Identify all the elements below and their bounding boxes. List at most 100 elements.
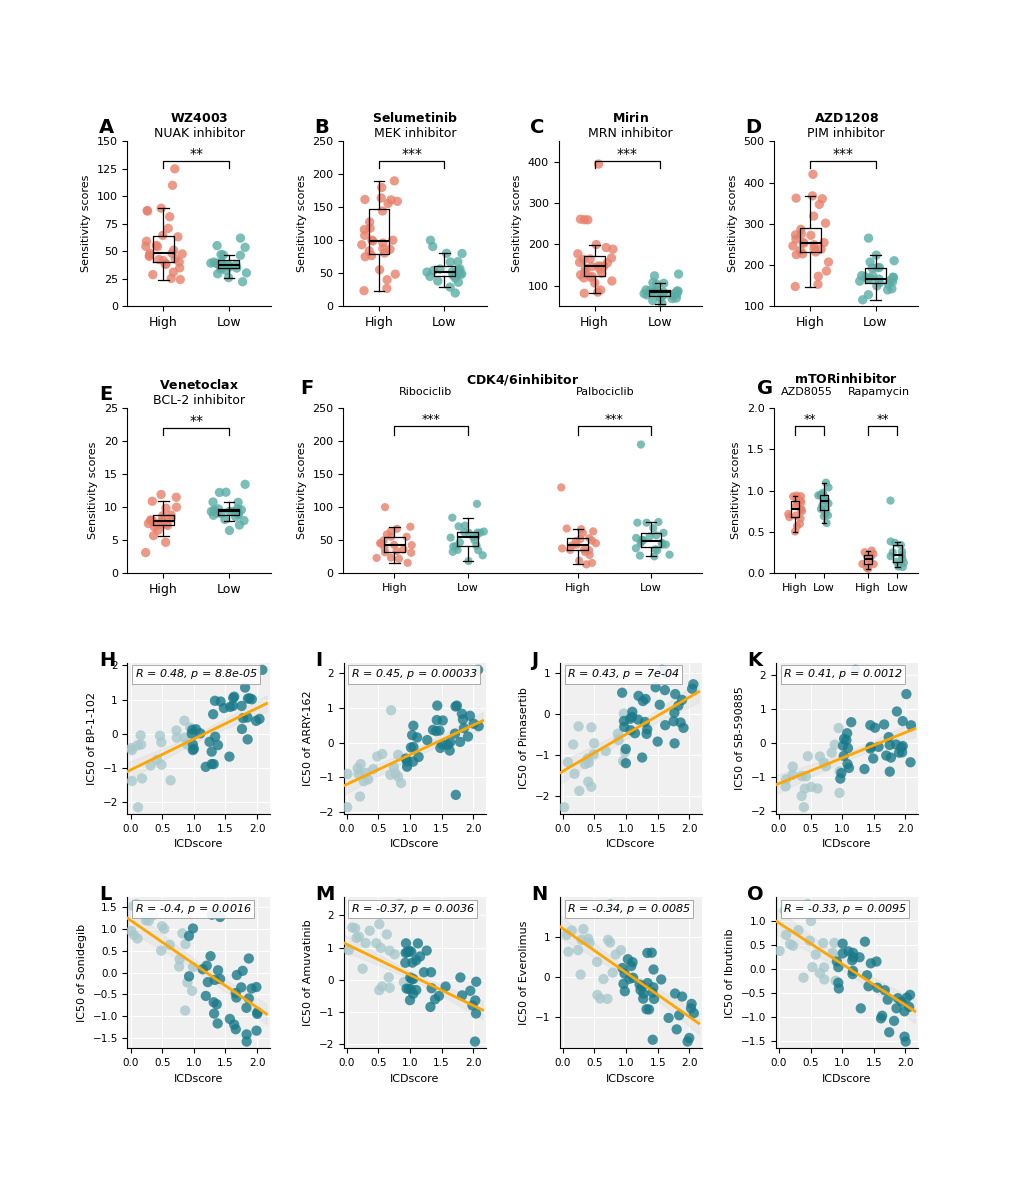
Point [216, 699, 232, 717]
Point [888, 552, 904, 571]
Point [615, 704, 632, 723]
Point [620, 949, 636, 968]
Text: E: E [99, 385, 112, 404]
Point [582, 267, 598, 286]
Point [646, 283, 662, 302]
Point [892, 536, 908, 555]
Point [205, 993, 221, 1012]
Point [817, 757, 834, 776]
Point [404, 726, 420, 744]
Point [664, 712, 681, 730]
Point [152, 515, 168, 534]
Point [202, 947, 218, 966]
Point [641, 282, 657, 300]
Point [401, 517, 418, 536]
Point [585, 744, 601, 763]
Point [396, 953, 413, 972]
Point [236, 238, 253, 257]
Text: I: I [315, 651, 322, 670]
Point [374, 744, 390, 763]
Point [663, 289, 680, 307]
Point [787, 230, 803, 249]
Point [469, 495, 485, 514]
Point [893, 992, 909, 1011]
Point [577, 755, 593, 774]
Y-axis label: IC50 of ARRY-162: IC50 of ARRY-162 [303, 690, 313, 787]
Point [405, 753, 421, 772]
Point [198, 757, 214, 776]
Text: $R$ = 0.45, $p$ = 0.00033: $R$ = 0.45, $p$ = 0.00033 [351, 668, 477, 682]
Point [380, 194, 396, 213]
Point [805, 236, 821, 254]
Point [859, 270, 875, 289]
X-axis label: ICDscore: ICDscore [605, 840, 655, 849]
Text: Palbociclib: Palbociclib [576, 386, 634, 397]
Point [238, 1032, 255, 1051]
Point [591, 990, 607, 1008]
Point [647, 677, 663, 696]
Point [788, 487, 804, 505]
Point [403, 942, 419, 961]
Point [658, 664, 675, 683]
Point [163, 509, 179, 528]
Point [644, 1031, 660, 1050]
Point [144, 492, 160, 511]
Point [447, 786, 464, 805]
Point [405, 985, 421, 1004]
Point [839, 723, 855, 742]
Point [777, 926, 794, 945]
Point [226, 687, 243, 706]
Point [351, 927, 367, 946]
Point [386, 945, 403, 964]
X-axis label: ICDscore: ICDscore [821, 840, 871, 849]
Point [171, 949, 187, 968]
Point [441, 733, 458, 752]
Point [811, 964, 827, 982]
Point [809, 267, 825, 286]
Point [835, 747, 851, 766]
Point [209, 264, 225, 283]
Point [811, 747, 827, 766]
Point [630, 687, 646, 706]
Point [575, 920, 591, 939]
Point [408, 980, 424, 999]
Point [451, 968, 468, 987]
Point [579, 211, 595, 230]
Point [889, 988, 905, 1007]
Point [140, 201, 156, 220]
Text: ***: *** [832, 147, 853, 161]
Point [636, 713, 652, 732]
Point [153, 941, 169, 960]
Point [674, 987, 690, 1006]
Point [790, 921, 806, 940]
Point [675, 719, 691, 737]
Point [150, 521, 166, 540]
Text: O: O [747, 885, 763, 905]
Point [472, 523, 488, 542]
Point [418, 941, 434, 960]
Point [829, 958, 846, 977]
Point [793, 767, 809, 786]
Point [372, 939, 388, 958]
Point [856, 932, 872, 951]
Text: $R$ = 0.43, $p$ = 7e-04: $R$ = 0.43, $p$ = 7e-04 [567, 668, 679, 682]
Point [782, 934, 798, 953]
Point [446, 724, 463, 743]
Point [796, 779, 812, 798]
Point [158, 515, 174, 534]
Point [847, 661, 863, 680]
Point [881, 491, 898, 510]
Point [844, 961, 860, 980]
Point [469, 523, 485, 542]
Point [844, 944, 860, 962]
Point [129, 736, 146, 755]
Point [235, 511, 252, 530]
Point [808, 779, 824, 798]
Point [377, 543, 393, 562]
Point [638, 724, 654, 743]
Point [784, 237, 800, 256]
Point [184, 721, 201, 740]
Point [221, 257, 237, 276]
Point [364, 232, 380, 251]
Point [400, 979, 417, 998]
